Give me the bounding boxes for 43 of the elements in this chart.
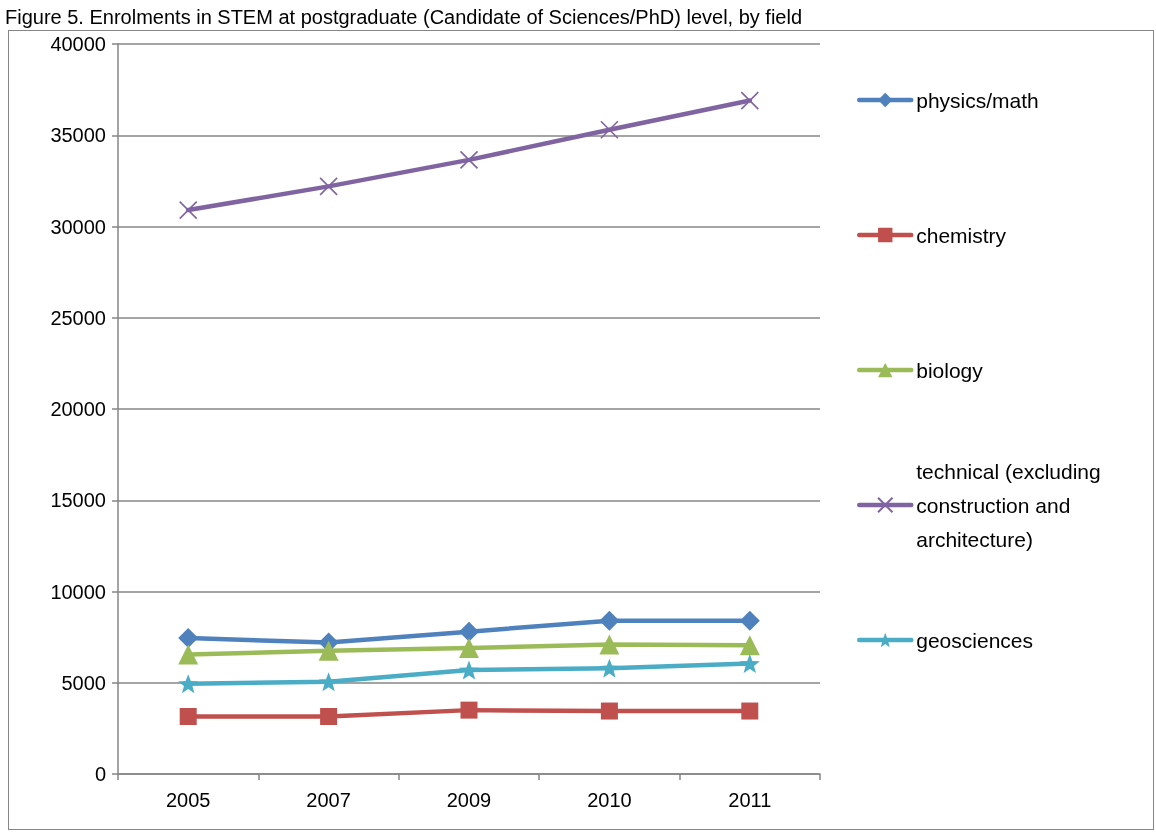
point [178, 674, 199, 694]
point [178, 200, 198, 220]
point [179, 708, 197, 726]
x-tick-label: 2009 [446, 789, 492, 811]
y-tick-label: 20000 [50, 398, 106, 420]
legend-label: physics/math [916, 88, 1039, 112]
legend-label: technical (excluding construction and architecture) [916, 459, 1107, 551]
x-tick-label: 2011 [728, 789, 772, 811]
point [600, 120, 619, 140]
point [740, 91, 760, 110]
point [459, 150, 479, 170]
point [320, 708, 338, 726]
point [599, 658, 620, 678]
point [739, 654, 760, 674]
point [318, 640, 339, 661]
point [459, 660, 479, 680]
point [460, 701, 478, 719]
point [319, 177, 338, 196]
y-tick-label: 10000 [50, 580, 106, 603]
point [599, 610, 620, 631]
point [600, 702, 618, 720]
point [599, 634, 620, 655]
legend-label: geosciences [916, 628, 1033, 652]
point [741, 702, 759, 720]
point [739, 635, 760, 656]
x-tick-label: 2010 [587, 789, 632, 811]
x-tick-label: 2007 [306, 789, 351, 811]
y-tick-label: 40000 [50, 33, 106, 55]
y-tick-label: 25000 [50, 306, 106, 329]
x-tick-label: 2005 [165, 789, 211, 811]
legend-label: biology [916, 358, 984, 382]
point [459, 621, 479, 642]
y-tick-label: 15000 [50, 489, 106, 512]
point [178, 644, 199, 665]
y-tick-label: 5000 [61, 671, 106, 694]
y-tick-label: 30000 [50, 215, 106, 238]
point [178, 628, 199, 649]
point [739, 610, 760, 631]
legend-label: chemistry [916, 223, 1007, 247]
chart-title: Figure 5. Enrolments in STEM at postgraduate (Candidate of Sciences/PhD) level, by field [5, 6, 803, 28]
point [459, 638, 479, 659]
y-tick-label: 0 [94, 763, 106, 785]
y-tick-label: 35000 [50, 124, 106, 147]
